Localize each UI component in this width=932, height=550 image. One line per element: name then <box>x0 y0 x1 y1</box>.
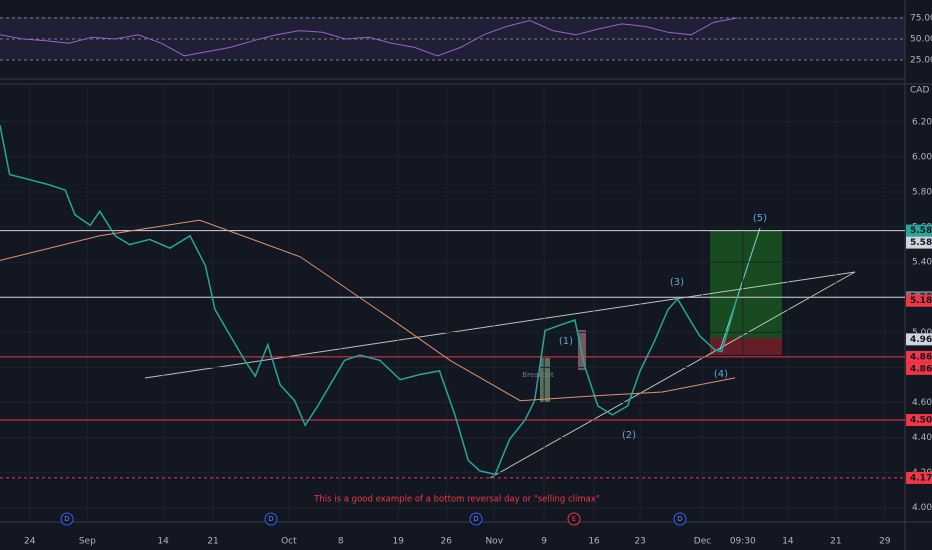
y-tick-label: 5.40 <box>912 258 932 268</box>
rsi-tick-label: 25.00 <box>910 56 932 66</box>
price-label: 4.17 <box>910 473 932 483</box>
price-label-bg <box>906 350 932 363</box>
stop-zone <box>710 338 782 355</box>
target-zone <box>710 230 782 338</box>
price-label: 5.18 <box>910 296 932 306</box>
event-marker <box>567 512 581 526</box>
annotation: (3) <box>670 277 684 288</box>
annotation: (5) <box>753 213 767 224</box>
event-label: D <box>64 515 69 523</box>
x-tick-label: Sep <box>79 537 96 547</box>
event-label: D <box>268 515 273 523</box>
price-label: 4.86 <box>910 352 932 362</box>
price-label-bg <box>906 236 932 249</box>
annotation: (1) <box>559 336 573 347</box>
x-tick-label: 16 <box>588 537 600 547</box>
annotation: This is a good example of a bottom rever… <box>313 495 600 505</box>
y-tick-label: 4.00 <box>912 503 932 513</box>
x-tick-label: 19 <box>393 537 405 547</box>
y-tick-label: 6.00 <box>912 152 932 162</box>
y-tick-label: 5.00 <box>912 328 932 338</box>
event-label: E <box>572 515 576 523</box>
event-marker <box>264 512 278 526</box>
x-tick-label: 23 <box>634 537 645 547</box>
x-tick-label: 14 <box>782 537 794 547</box>
x-tick-label: Nov <box>485 537 503 547</box>
y-tick-label: 6.20 <box>912 117 932 127</box>
y-tick-label: 4.40 <box>912 433 932 443</box>
price-label-bg <box>906 414 932 427</box>
x-tick-label: Oct <box>281 537 297 547</box>
rsi-line <box>0 17 738 57</box>
price-label: 4.86 <box>910 364 932 374</box>
price-label: 5.58 <box>910 226 932 236</box>
x-tick-label: 29 <box>879 537 891 547</box>
x-tick-label: 14 <box>157 537 169 547</box>
price-label-bg <box>906 333 932 346</box>
x-tick-label: 09:30 <box>730 537 756 547</box>
trendline <box>144 271 856 379</box>
price-label: 4.50 <box>910 416 932 426</box>
x-tick-label: 26 <box>441 537 453 547</box>
x-tick-label: 21 <box>830 537 841 547</box>
series-line <box>0 219 736 402</box>
x-tick-label: 24 <box>24 537 36 547</box>
rsi-tick-label: 50.00 <box>910 35 932 45</box>
annotation: Breakout <box>522 371 554 379</box>
price-label-bg <box>906 224 932 237</box>
trendline <box>489 271 856 479</box>
x-tick-label: 9 <box>541 537 547 547</box>
event-marker <box>60 512 74 526</box>
x-tick-label: Dec <box>694 537 711 547</box>
y-tick-label: 4.60 <box>912 398 932 408</box>
highlight-box <box>578 330 586 370</box>
price-label-bg <box>906 294 932 307</box>
currency-label: CAD <box>910 86 929 96</box>
price-label: 5.58 <box>910 238 932 248</box>
x-tick-label: 21 <box>207 537 218 547</box>
series-line <box>0 125 738 476</box>
highlight-box <box>540 358 550 403</box>
event-marker <box>469 512 483 526</box>
price-label-bg <box>906 362 932 375</box>
projection-line <box>719 227 761 351</box>
price-label-bg <box>906 471 932 484</box>
event-label: D <box>473 515 478 523</box>
y-tick-label: 5.80 <box>912 187 932 197</box>
x-tick-label: 8 <box>338 537 344 547</box>
rsi-tick-label: 75.00 <box>910 13 932 23</box>
annotation: (4) <box>714 369 728 380</box>
price-label: 4.96 <box>910 335 932 345</box>
event-marker <box>673 512 687 526</box>
annotation: (2) <box>622 430 636 441</box>
event-label: D <box>677 515 682 523</box>
